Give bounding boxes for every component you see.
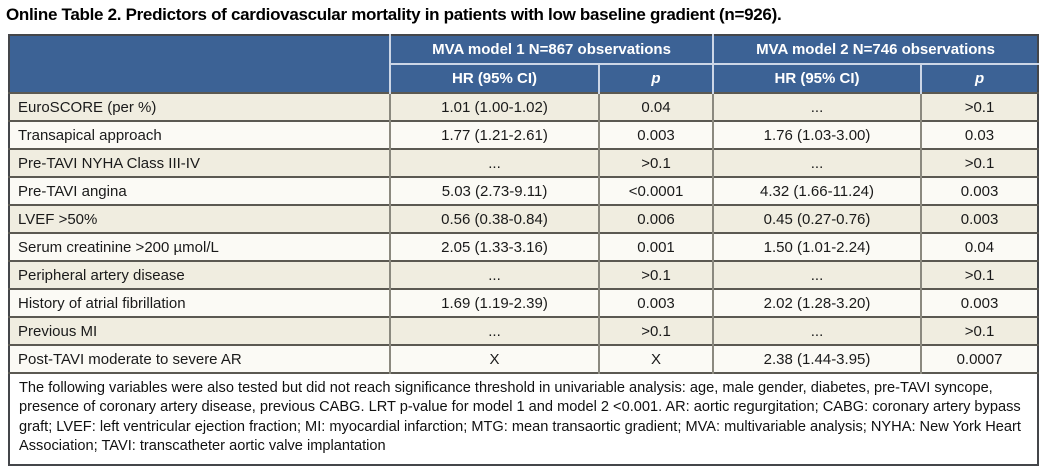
row-variable-label: Pre-TAVI NYHA Class III-IV — [9, 148, 390, 177]
model2-hr-value: 0.45 (0.27-0.76) — [712, 204, 922, 233]
table-footnote: The following variables were also tested… — [9, 372, 1039, 465]
table-row: Serum creatinine >200 µmol/L 2.05 (1.33-3… — [9, 232, 1039, 261]
model1-hr-value: ... — [389, 316, 599, 345]
model1-p-value: 0.003 — [597, 120, 714, 149]
model2-hr-value: ... — [712, 260, 922, 289]
corner-cell — [9, 35, 390, 93]
model1-p-value: X — [597, 344, 714, 373]
row-variable-label: History of atrial fibrillation — [9, 288, 390, 317]
model2-p-value: >0.1 — [920, 316, 1039, 345]
model1-p-value: >0.1 — [597, 148, 714, 177]
row-variable-label: Serum creatinine >200 µmol/L — [9, 232, 390, 261]
model2-hr-value: ... — [712, 148, 922, 177]
model1-hr-header: HR (95% CI) — [389, 64, 599, 93]
model2-hr-value: 1.50 (1.01-2.24) — [712, 232, 922, 261]
row-variable-label: Post-TAVI moderate to severe AR — [9, 344, 390, 373]
model1-p-value: 0.04 — [597, 92, 714, 121]
table-row: EuroSCORE (per %) 1.01 (1.00-1.02) 0.04...… — [9, 92, 1039, 121]
model1-hr-value: 0.56 (0.38-0.84) — [389, 204, 599, 233]
sub-header-row: HR (95% CI) p HR (95% CI) p — [9, 64, 1039, 93]
model2-p-value: 0.003 — [920, 204, 1039, 233]
footnote-row: The following variables were also tested… — [9, 372, 1039, 465]
row-variable-label: Pre-TAVI angina — [9, 176, 390, 205]
model2-p-value: 0.04 — [920, 232, 1039, 261]
model2-hr-value: ... — [712, 92, 922, 121]
model1-hr-value: 5.03 (2.73-9.11) — [389, 176, 599, 205]
model2-p-header: p — [920, 64, 1039, 93]
model1-hr-value: 2.05 (1.33-3.16) — [389, 232, 599, 261]
predictors-table: MVA model 1 N=867 observations MVA model… — [8, 34, 1040, 466]
model1-p-value: >0.1 — [597, 260, 714, 289]
model2-p-value: 0.03 — [920, 120, 1039, 149]
row-variable-label: LVEF >50% — [9, 204, 390, 233]
model1-hr-value: ... — [389, 260, 599, 289]
model2-p-value: >0.1 — [920, 260, 1039, 289]
model1-hr-value: 1.01 (1.00-1.02) — [389, 92, 599, 121]
model1-p-value: 0.001 — [597, 232, 714, 261]
table-row: Post-TAVI moderate to severe AR X X 2.38 (1… — [9, 344, 1039, 373]
model2-group-header: MVA model 2 N=746 observations — [712, 35, 1039, 65]
model2-hr-value: 4.32 (1.66-11.24) — [712, 176, 922, 205]
table-header: MVA model 1 N=867 observations MVA model… — [9, 35, 1039, 93]
model2-hr-value: 1.76 (1.03-3.00) — [712, 120, 922, 149]
model1-hr-value: ... — [389, 148, 599, 177]
table-row: Pre-TAVI angina 5.03 (2.73-9.11) <0.0001 4.… — [9, 176, 1039, 205]
model2-p-value: 0.0007 — [920, 344, 1039, 373]
row-variable-label: Previous MI — [9, 316, 390, 345]
model1-p-value: 0.006 — [597, 204, 714, 233]
model1-hr-value: 1.69 (1.19-2.39) — [389, 288, 599, 317]
table-row: LVEF >50% 0.56 (0.38-0.84) 0.006 0.45 (0.27… — [9, 204, 1039, 233]
model1-p-value: <0.0001 — [597, 176, 714, 205]
row-variable-label: Transapical approach — [9, 120, 390, 149]
model2-p-value: 0.003 — [920, 176, 1039, 205]
table-row: History of atrial fibrillation 1.69 (1.19… — [9, 288, 1039, 317]
model2-hr-header: HR (95% CI) — [712, 64, 922, 93]
model2-p-value: >0.1 — [920, 148, 1039, 177]
table-row: Previous MI... >0.1... >0.1 — [9, 316, 1039, 345]
model1-hr-value: 1.77 (1.21-2.61) — [389, 120, 599, 149]
model1-hr-value: X — [389, 344, 599, 373]
model2-p-value: >0.1 — [920, 92, 1039, 121]
model2-hr-value: ... — [712, 316, 922, 345]
model1-p-value: >0.1 — [597, 316, 714, 345]
model2-p-value: 0.003 — [920, 288, 1039, 317]
table-title: Online Table 2. Predictors of cardiovasc… — [6, 5, 782, 24]
table-row: Transapical approach 1.77 (1.21-2.61) 0.00… — [9, 120, 1039, 149]
table-body: EuroSCORE (per %) 1.01 (1.00-1.02) 0.04...… — [9, 92, 1039, 373]
model-header-row: MVA model 1 N=867 observations MVA model… — [9, 35, 1039, 93]
model2-hr-value: 2.38 (1.44-3.95) — [712, 344, 922, 373]
table-row: Peripheral artery disease... >0.1... >0.1 — [9, 260, 1039, 289]
row-variable-label: Peripheral artery disease — [9, 260, 390, 289]
table-footer: The following variables were also tested… — [9, 372, 1039, 465]
model1-group-header: MVA model 1 N=867 observations — [388, 35, 714, 65]
model1-p-value: 0.003 — [597, 288, 714, 317]
table-row: Pre-TAVI NYHA Class III-IV... >0.1... >0.1 — [9, 148, 1039, 177]
model2-hr-value: 2.02 (1.28-3.20) — [712, 288, 922, 317]
model1-p-header: p — [597, 64, 714, 93]
row-variable-label: EuroSCORE (per %) — [9, 92, 390, 121]
